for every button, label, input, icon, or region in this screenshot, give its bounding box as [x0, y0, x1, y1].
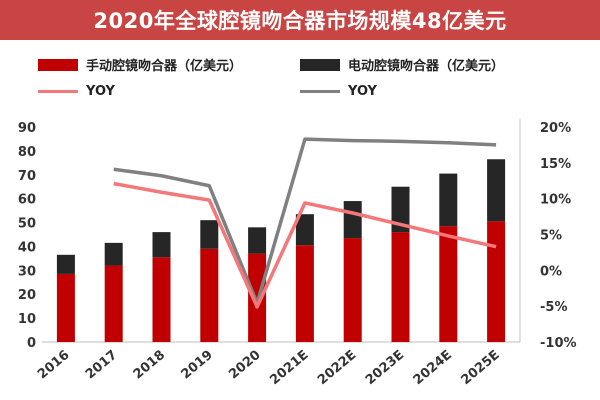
bar-manual	[295, 245, 314, 342]
y-left-tick-label: 20	[18, 288, 36, 303]
bar-electric	[439, 173, 458, 227]
bar-electric	[200, 220, 219, 249]
legend-electric-swatch	[300, 58, 340, 71]
bar-electric	[487, 159, 506, 222]
y-left-tick-label: 90	[18, 121, 36, 136]
legend-manual-yoy-label: YOY	[86, 84, 115, 99]
legend-manual: 手动腔镜吻合器（亿美元）	[38, 55, 242, 74]
x-tick-label: 2020	[226, 348, 263, 383]
bar-electric	[56, 254, 75, 274]
bar-electric	[343, 201, 362, 239]
y-right-tick-label: -5%	[540, 300, 567, 315]
legend-electric-label: 电动腔镜吻合器（亿美元）	[348, 59, 505, 74]
legend-manual-yoy: YOY	[38, 84, 115, 99]
y-right-tick-label: 5%	[540, 229, 562, 244]
bar-electric	[248, 227, 267, 254]
bar-manual	[343, 238, 362, 342]
bar-electric	[295, 214, 314, 246]
legend-electric: 电动腔镜吻合器（亿美元）	[300, 55, 504, 74]
bar-manual	[56, 273, 75, 342]
yoy-line-manual	[113, 181, 497, 309]
legend-manual-label: 手动腔镜吻合器（亿美元）	[86, 59, 243, 74]
x-tick-label: 2024E	[411, 348, 455, 388]
y-left-tick-label: 80	[18, 145, 36, 160]
legend-electric-yoy: YOY	[300, 84, 377, 99]
y-right-tick-label: 20%	[540, 121, 571, 136]
y-right-tick-label: 0%	[540, 264, 562, 279]
bar-electric	[391, 186, 410, 233]
bar-electric	[152, 232, 171, 258]
y-left-tick-label: 0	[27, 336, 36, 351]
y-right-tick-label: 10%	[540, 193, 571, 208]
bar-manual	[487, 221, 506, 342]
bar-manual	[104, 265, 123, 342]
y-left-tick-label: 40	[18, 240, 36, 255]
x-tick-label: 2025E	[459, 348, 503, 388]
bar-manual	[200, 248, 219, 342]
legend-electric-yoy-label: YOY	[348, 84, 377, 99]
y-left-tick-label: 30	[18, 264, 36, 279]
yoy-line-electric	[113, 137, 497, 306]
chart-title-banner: 2020年全球腔镜吻合器市场规模48亿美元	[0, 0, 600, 40]
y-right-tick-label: 15%	[540, 157, 571, 172]
bar-manual	[152, 257, 171, 342]
x-tick-label: 2023E	[363, 348, 407, 388]
legend-electric-yoy-line	[300, 90, 340, 93]
bar-manual	[391, 232, 410, 342]
y-left-tick-label: 10	[18, 312, 36, 327]
x-tick-label: 2017	[83, 348, 120, 383]
chart-title: 2020年全球腔镜吻合器市场规模48亿美元	[93, 9, 507, 33]
x-tick-label: 2016	[35, 348, 72, 383]
y-left-tick-label: 50	[18, 217, 36, 232]
bar-manual	[439, 226, 458, 342]
x-tick-label: 2021E	[267, 348, 311, 388]
x-tick-label: 2022E	[315, 348, 359, 388]
y-left-tick-label: 70	[18, 169, 36, 184]
y-right-tick-label: -10%	[540, 336, 577, 351]
x-tick-label: 2018	[131, 348, 168, 383]
y-left-tick-label: 60	[18, 193, 36, 208]
legend-manual-yoy-line	[38, 90, 78, 93]
bar-electric	[104, 242, 123, 266]
legend-manual-swatch	[38, 58, 78, 71]
x-tick-label: 2019	[179, 348, 216, 383]
